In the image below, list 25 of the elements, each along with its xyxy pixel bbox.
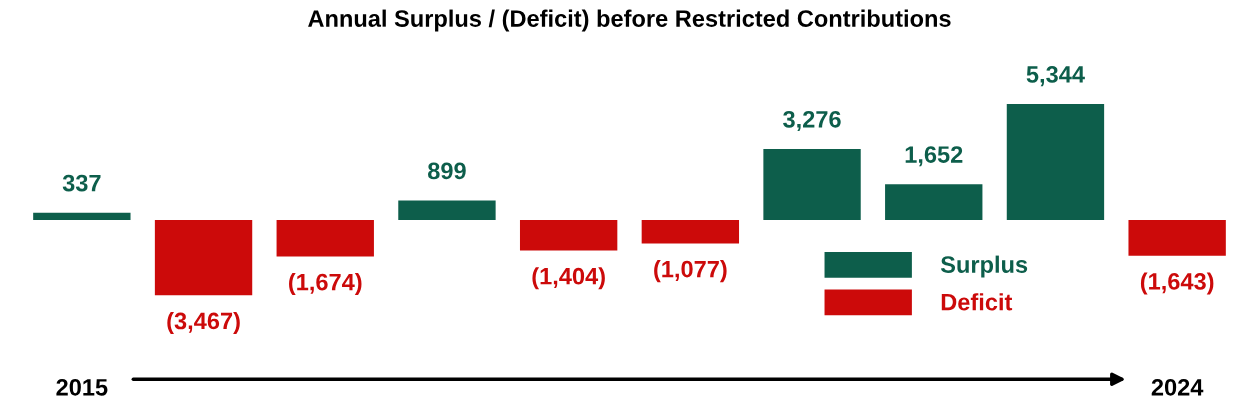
chart-title: Annual Surplus / (Deficit) before Restricted Contributions bbox=[308, 9, 951, 32]
data-label: (1,404) bbox=[532, 267, 605, 290]
data-label: (1,674) bbox=[289, 273, 362, 296]
bar bbox=[519, 220, 618, 251]
bar bbox=[1128, 220, 1226, 256]
x-tick-label: 2015 bbox=[56, 378, 108, 396]
bar bbox=[276, 220, 374, 257]
data-label: 337 bbox=[62, 174, 101, 192]
bar bbox=[885, 184, 983, 221]
data-label: (1,643) bbox=[1140, 272, 1214, 295]
bar bbox=[33, 212, 131, 221]
data-label: 3,276 bbox=[783, 110, 841, 132]
bar bbox=[154, 220, 253, 296]
data-label: 5,344 bbox=[1026, 66, 1085, 87]
bar bbox=[1006, 104, 1105, 221]
data-label: 1,652 bbox=[905, 146, 963, 167]
data-label: (1,077) bbox=[654, 260, 727, 283]
x-tick-label: 2024 bbox=[1151, 378, 1204, 396]
data-label: 899 bbox=[428, 162, 466, 180]
legend-label: Deficit bbox=[941, 293, 1013, 311]
bar bbox=[763, 148, 861, 221]
bar bbox=[398, 200, 496, 221]
bar bbox=[641, 220, 740, 244]
legend-label: Surplus bbox=[940, 255, 1028, 278]
data-label: (3,467) bbox=[167, 312, 240, 335]
